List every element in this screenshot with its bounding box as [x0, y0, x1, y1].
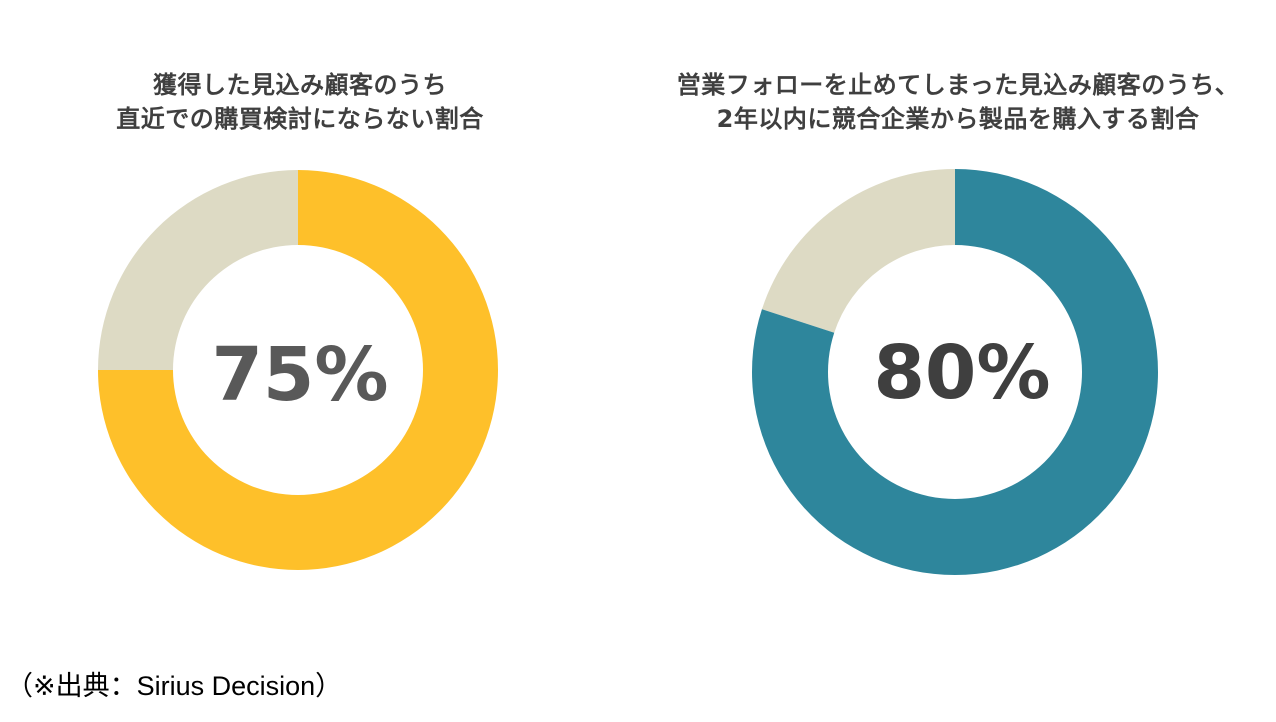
donut-right-remainder-slice	[761, 169, 955, 333]
chart-left-title: 獲得した見込み顧客のうち 直近での購買検討にならない割合	[0, 68, 600, 136]
donut-right-value-slice	[752, 169, 1158, 575]
donut-right-center-label: 80%	[873, 330, 1050, 416]
donut-chart-right: 80%	[752, 169, 1158, 575]
chart-right: 営業フォローを止めてしまった見込み顧客のうち、 2年以内に競合企業から製品を購入…	[640, 0, 1276, 640]
source-note: （※出典：Sirius Decision）	[6, 671, 343, 701]
donut-left-center-label: 75%	[211, 332, 388, 418]
chart-left: 獲得した見込み顧客のうち 直近での購買検討にならない割合 75%	[0, 0, 600, 640]
donut-left-remainder-slice	[98, 170, 298, 370]
chart-left-title-line-1: 獲得した見込み顧客のうち	[153, 71, 447, 99]
chart-right-title-line-1: 営業フォローを止めてしまった見込み顧客のうち、	[676, 71, 1240, 99]
chart-left-title-line-2: 直近での購買検討にならない割合	[116, 105, 484, 133]
donut-chart-left: 75%	[98, 170, 498, 570]
chart-right-title: 営業フォローを止めてしまった見込み顧客のうち、 2年以内に競合企業から製品を購入…	[640, 68, 1276, 136]
chart-right-title-line-2: 2年以内に競合企業から製品を購入する割合	[716, 105, 1200, 133]
donut-left-value-slice	[98, 170, 498, 570]
